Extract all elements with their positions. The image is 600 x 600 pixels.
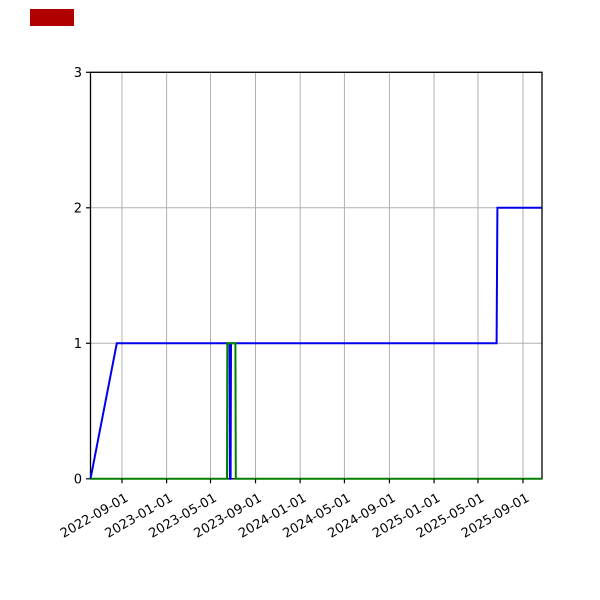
tick-marks bbox=[86, 71, 524, 484]
y-tick-label: 0 bbox=[74, 472, 82, 487]
green-spike-series bbox=[90, 342, 542, 480]
gridlines bbox=[90, 71, 542, 480]
y-tick-label: 3 bbox=[74, 66, 82, 81]
y-tick-label: 1 bbox=[74, 337, 82, 352]
tick-labels: 2022-09-012023-01-012023-05-012023-09-01… bbox=[58, 66, 532, 542]
blue-step-series bbox=[89, 206, 542, 480]
axes-spines bbox=[89, 71, 543, 480]
y-tick-label: 2 bbox=[74, 201, 82, 216]
red-marker-box bbox=[30, 9, 74, 26]
